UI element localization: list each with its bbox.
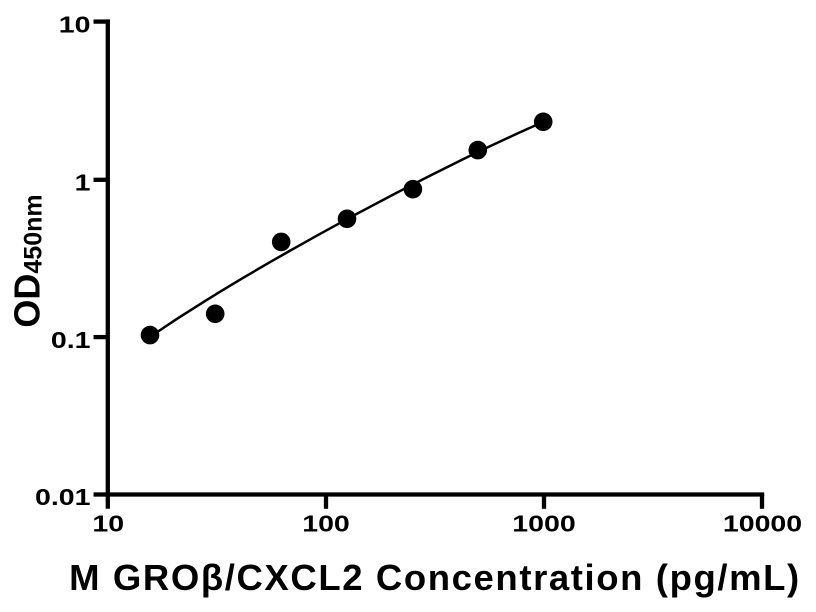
svg-text:1: 1 [75,171,91,196]
svg-text:M GROβ/CXCL2 Concentration (pg: M GROβ/CXCL2 Concentration (pg/mL) [69,557,801,598]
svg-text:0.1: 0.1 [51,328,91,353]
svg-text:10: 10 [59,13,91,38]
svg-text:1000: 1000 [512,512,575,537]
svg-text:0.01: 0.01 [35,486,90,511]
svg-text:100: 100 [302,512,350,537]
svg-text:10: 10 [92,512,124,537]
svg-text:OD450nm: OD450nm [6,194,47,327]
svg-text:10000: 10000 [723,512,802,537]
